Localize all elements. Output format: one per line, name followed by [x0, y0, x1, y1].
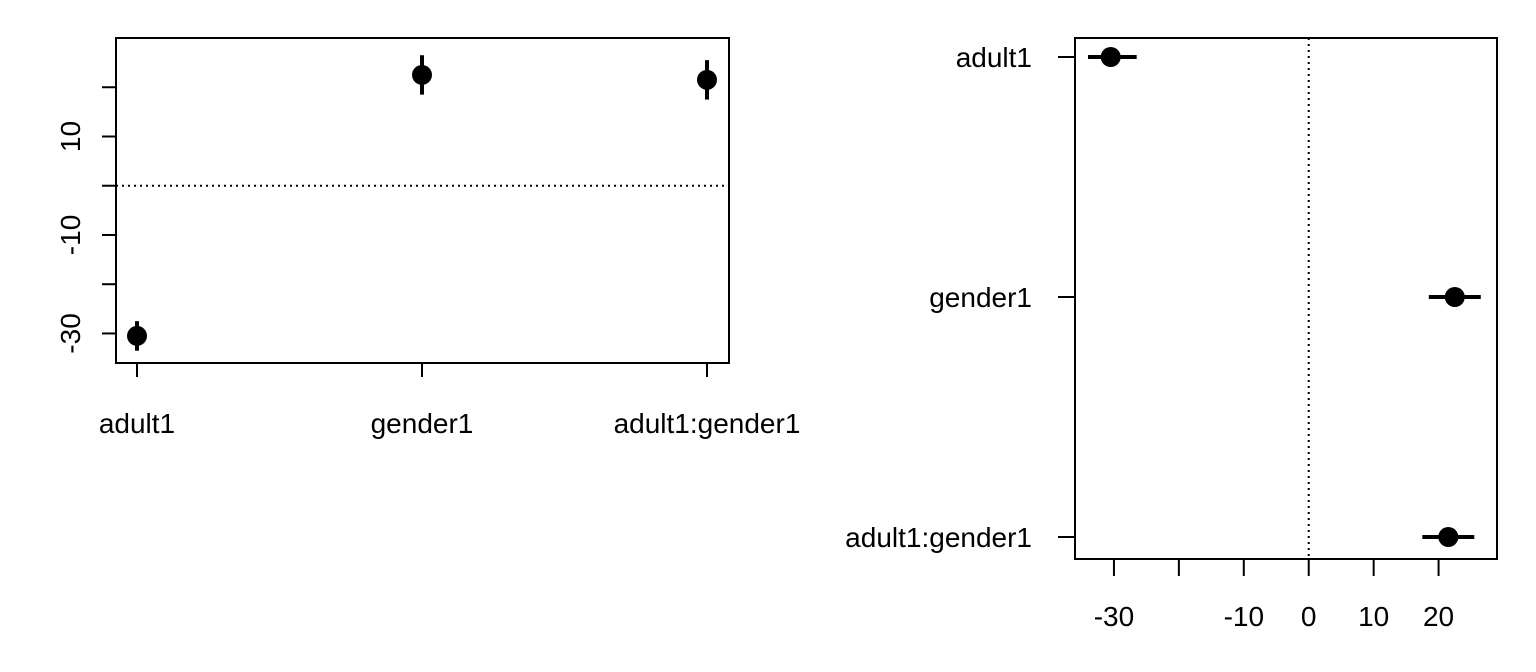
data-point: [1438, 527, 1459, 547]
right-panel: -30 -10 0 10 20 adult1 gender1 adult1:gender1: [845, 37, 1498, 632]
data-point: [412, 64, 432, 85]
y-tick-label: adult1:gender1: [845, 522, 1032, 553]
data-point: [697, 69, 717, 90]
data-point: [1100, 47, 1121, 67]
x-tick-label: -10: [1224, 601, 1264, 632]
y-tick-label: -10: [55, 215, 86, 255]
x-tick-label: 20: [1423, 601, 1454, 632]
left-panel: -30 -10 10 adult1 gender1 adult1:gender1: [55, 37, 801, 439]
data-point: [1444, 287, 1465, 307]
x-tick-label: adult1:gender1: [614, 408, 801, 439]
x-tick-label: 0: [1301, 601, 1317, 632]
plot-frame: [1074, 37, 1498, 560]
y-tick-label: 10: [55, 121, 86, 152]
y-tick-label: -30: [55, 313, 86, 353]
x-tick-label: 10: [1358, 601, 1389, 632]
x-tick-label: adult1: [99, 408, 175, 439]
y-tick-label: gender1: [929, 282, 1032, 313]
x-tick-label: -30: [1094, 601, 1134, 632]
y-tick-label: adult1: [956, 42, 1032, 73]
x-tick-label: gender1: [371, 408, 474, 439]
data-point: [127, 325, 147, 346]
